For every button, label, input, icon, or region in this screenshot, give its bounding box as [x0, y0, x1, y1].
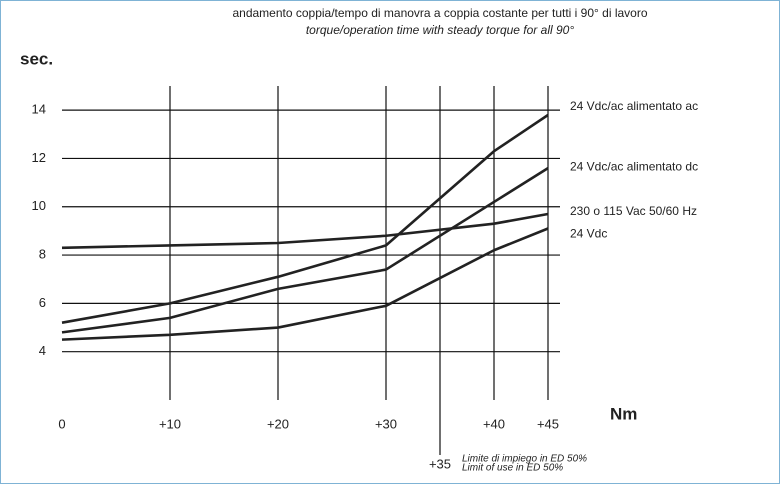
x-axis-label: Nm [610, 404, 637, 423]
y-axis-label: sec. [20, 49, 53, 68]
limit-note: Limit of use in ED 50% [462, 463, 563, 474]
x-tick-label: +20 [267, 416, 289, 431]
limit-note: Limite di impiego in ED 50% [462, 454, 587, 465]
y-tick-label: 12 [32, 150, 46, 165]
chart-title: andamento coppia/tempo di manovra a copp… [232, 6, 647, 20]
x-tick-label: 0 [58, 416, 65, 431]
series-label: 230 o 115 Vac 50/60 Hz [570, 204, 697, 218]
x-tick-label: +30 [375, 416, 397, 431]
series-line [61, 113, 549, 324]
y-tick-label: 14 [32, 102, 46, 117]
series-label: 24 Vdc [570, 227, 607, 241]
limit-tick-label: +35 [429, 456, 451, 471]
series-line [61, 167, 549, 334]
series-label: 24 Vdc/ac alimentato dc [570, 159, 698, 173]
x-tick-label: +40 [483, 416, 505, 431]
x-tick-label: +45 [537, 416, 559, 431]
chart-subtitle: torque/operation time with steady torque… [306, 23, 574, 37]
series-line [61, 212, 549, 250]
y-tick-label: 4 [39, 343, 46, 358]
x-tick-label: +10 [159, 416, 181, 431]
series-line [61, 227, 549, 341]
y-tick-label: 10 [32, 198, 46, 213]
series-label: 24 Vdc/ac alimentato ac [570, 99, 698, 113]
y-tick-label: 8 [39, 247, 46, 262]
y-tick-label: 6 [39, 295, 46, 310]
